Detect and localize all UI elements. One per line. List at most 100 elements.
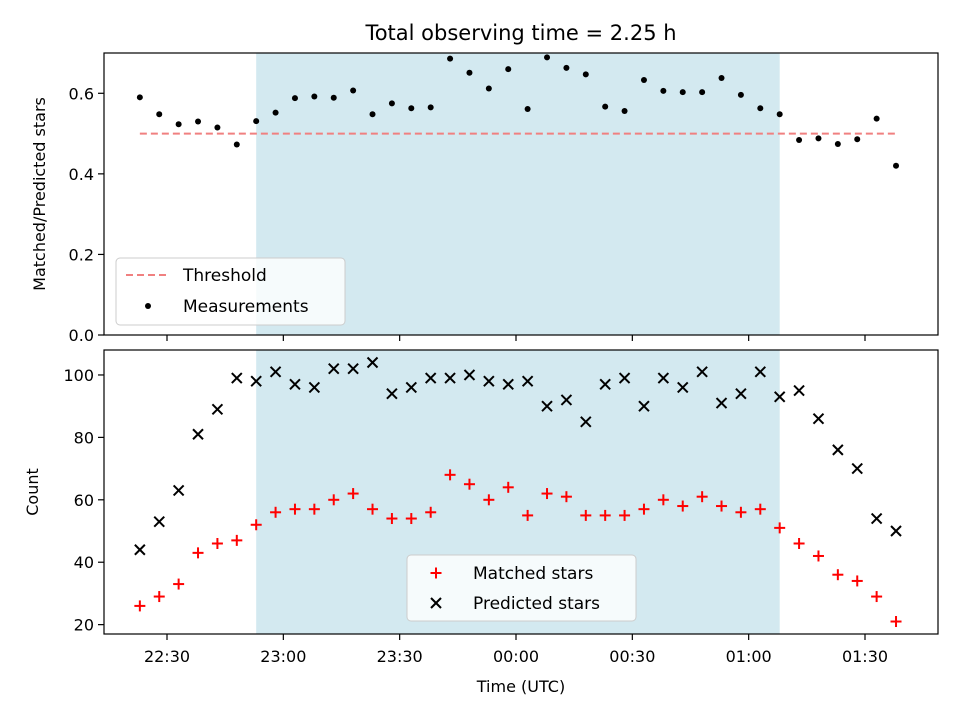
x-b xyxy=(638,400,650,412)
data-point xyxy=(890,616,902,628)
count-legend: Matched stars Predicted stars xyxy=(406,554,637,622)
data-point xyxy=(289,503,301,515)
data-point xyxy=(231,372,243,384)
data-point xyxy=(172,484,185,497)
data-point xyxy=(369,111,376,118)
x-b xyxy=(773,391,786,403)
data-point xyxy=(657,372,670,384)
y-tick-label: 0.0 xyxy=(69,326,94,345)
data-point xyxy=(696,366,708,378)
legend-measurements-label: Measurements xyxy=(183,297,309,317)
data-point xyxy=(737,91,744,98)
x-b xyxy=(832,444,844,456)
x-tick-label: 23:00 xyxy=(260,647,306,666)
y-tick-label: 80 xyxy=(74,428,94,447)
data-point xyxy=(832,569,844,581)
data-point xyxy=(521,375,534,387)
data-point xyxy=(715,397,728,409)
data-point xyxy=(754,366,767,378)
y-tick-label: 40 xyxy=(74,553,94,572)
data-point xyxy=(873,115,880,122)
axes-frame xyxy=(103,52,939,336)
data-point xyxy=(447,55,454,62)
data-point xyxy=(560,394,573,406)
data-point xyxy=(718,74,725,81)
data-point xyxy=(580,509,592,521)
data-point xyxy=(367,503,379,515)
data-point xyxy=(640,76,647,83)
data-point xyxy=(291,95,298,102)
x-b xyxy=(366,356,379,369)
data-point xyxy=(350,87,357,94)
data-point xyxy=(582,71,589,78)
data-point xyxy=(793,537,805,549)
data-point xyxy=(544,54,551,61)
data-point xyxy=(311,93,318,100)
data-point xyxy=(618,372,631,384)
data-point xyxy=(463,478,475,490)
x-b xyxy=(560,394,573,406)
y-tick-label: 60 xyxy=(74,491,94,510)
data-point xyxy=(483,494,495,506)
data-point xyxy=(405,381,418,394)
data-point xyxy=(214,124,221,131)
data-point xyxy=(347,488,359,500)
data-point xyxy=(657,494,669,506)
data-point xyxy=(233,141,240,148)
data-point xyxy=(444,372,456,384)
data-point xyxy=(505,66,512,73)
data-point xyxy=(735,387,747,400)
data-point xyxy=(153,591,165,603)
data-point xyxy=(893,162,900,169)
data-point xyxy=(308,503,320,515)
data-point xyxy=(870,512,883,525)
x-b xyxy=(657,372,670,384)
data-point xyxy=(289,378,301,391)
legend-box xyxy=(115,257,346,326)
data-point xyxy=(211,537,223,549)
x-b xyxy=(483,375,495,387)
data-point xyxy=(388,100,395,107)
x-axis-label: Time (UTC) xyxy=(476,677,565,696)
legend-box xyxy=(406,554,637,622)
legend-predicted-swatch-b xyxy=(430,597,442,609)
data-point xyxy=(599,378,611,391)
data-point xyxy=(425,506,437,518)
data-point xyxy=(834,141,841,148)
data-point xyxy=(231,534,243,546)
data-point xyxy=(424,372,437,384)
legend-matched-label: Matched stars xyxy=(473,564,593,584)
x-b xyxy=(289,378,301,391)
data-point xyxy=(466,69,473,76)
data-point xyxy=(192,547,204,559)
legend-predicted-label: Predicted stars xyxy=(473,594,600,614)
x-tick-label: 01:00 xyxy=(726,647,772,666)
x-tick-label: 00:00 xyxy=(493,647,539,666)
x-b xyxy=(192,428,204,440)
data-point xyxy=(195,118,202,125)
data-point xyxy=(854,136,861,143)
data-point xyxy=(250,375,262,387)
ratio-legend: Threshold Measurements xyxy=(115,257,346,326)
data-point xyxy=(793,384,805,397)
data-point xyxy=(638,503,650,515)
data-point xyxy=(502,378,514,391)
x-tick-label: 00:30 xyxy=(609,647,655,666)
data-point xyxy=(483,375,495,387)
y-tick-label: 100 xyxy=(63,366,94,385)
data-point xyxy=(812,412,825,425)
data-point xyxy=(502,481,514,493)
x-b xyxy=(328,363,340,375)
y-tick-label: 0.4 xyxy=(69,165,94,184)
data-point xyxy=(386,513,398,525)
data-point xyxy=(776,111,783,118)
data-point xyxy=(485,85,492,92)
data-point xyxy=(699,89,706,96)
data-point xyxy=(541,400,553,412)
data-point xyxy=(773,391,786,403)
data-point xyxy=(134,544,146,556)
data-point xyxy=(602,103,609,110)
x-b xyxy=(580,416,592,428)
data-point xyxy=(269,366,282,378)
